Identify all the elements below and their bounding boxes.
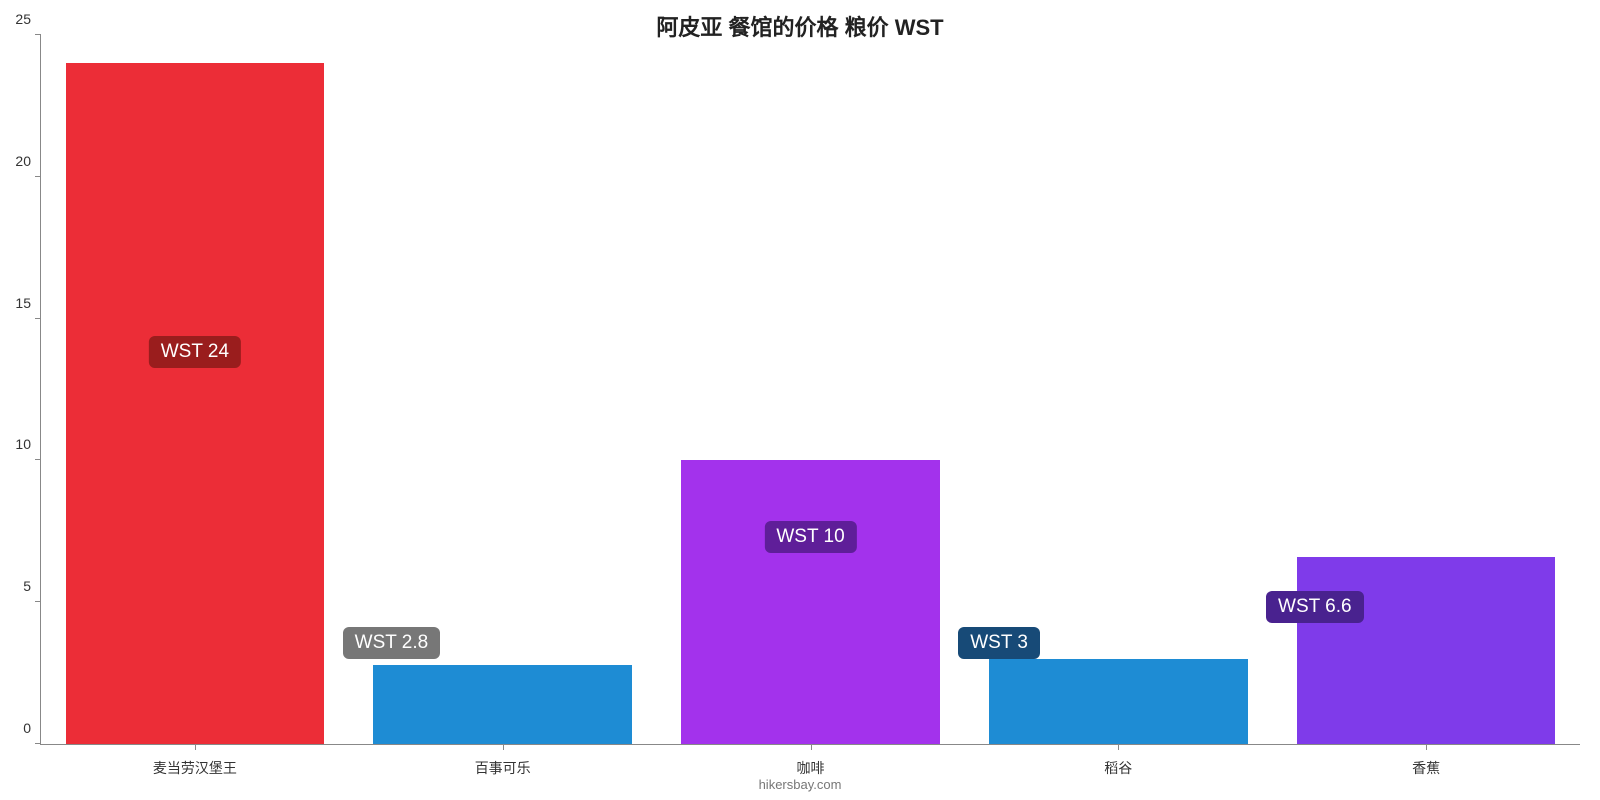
attribution-text: hikersbay.com — [0, 777, 1600, 792]
x-category-label: 麦当劳汉堡王 — [153, 744, 237, 778]
y-tick-label: 25 — [15, 11, 41, 27]
y-tick-label: 15 — [15, 295, 41, 311]
bar-value-label: WST 2.8 — [343, 627, 441, 659]
y-tick-label: 20 — [15, 153, 41, 169]
bar — [1297, 557, 1556, 744]
bar-value-label: WST 3 — [958, 627, 1040, 659]
bars-layer: WST 24 WST 2.8 WST 10 WST 3 WST 6.6 — [41, 35, 1580, 744]
bar-value-label: WST 6.6 — [1266, 591, 1364, 623]
bar — [373, 665, 632, 744]
x-category-label: 稻谷 — [1104, 744, 1132, 778]
y-tick-label: 5 — [23, 578, 41, 594]
price-bar-chart: 阿皮亚 餐馆的价格 粮价 WST WST 24WST 2.8WST 10WST … — [0, 0, 1600, 800]
bar — [66, 63, 325, 744]
y-tick-label: 10 — [15, 436, 41, 452]
y-tick-mark — [35, 318, 41, 319]
y-tick-mark — [35, 459, 41, 460]
plot-area: WST 24WST 2.8WST 10WST 3WST 6.6 05101520… — [40, 35, 1580, 745]
x-category-label: 咖啡 — [797, 744, 825, 778]
y-tick-mark — [35, 34, 41, 35]
y-tick-label: 0 — [23, 720, 41, 736]
y-tick-mark — [35, 176, 41, 177]
bar-value-label: WST 10 — [764, 521, 856, 553]
bar — [989, 659, 1248, 744]
x-category-label: 百事可乐 — [475, 744, 531, 778]
bar-value-label: WST 24 — [149, 336, 241, 368]
y-tick-mark — [35, 743, 41, 744]
x-category-label: 香蕉 — [1412, 744, 1440, 778]
bar — [681, 460, 940, 744]
y-tick-mark — [35, 601, 41, 602]
